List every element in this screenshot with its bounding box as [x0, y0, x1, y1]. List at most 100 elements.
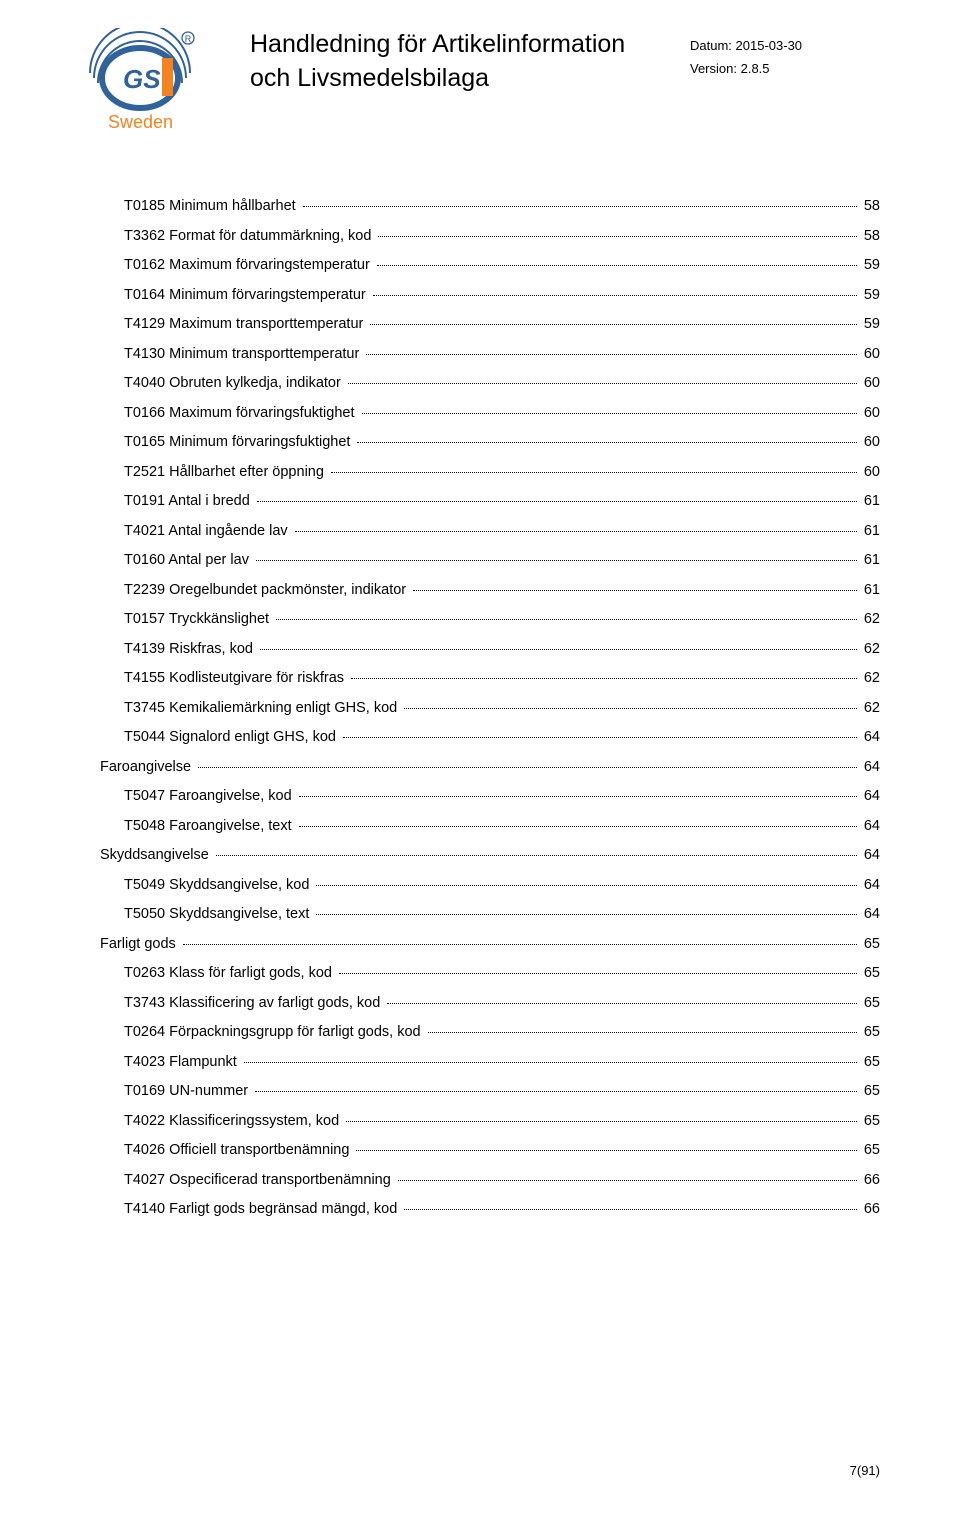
toc-page: 65: [860, 1054, 880, 1070]
toc-page: 59: [860, 316, 880, 332]
toc-page: 65: [860, 1083, 880, 1099]
toc-label: T0164 Minimum förvaringstemperatur: [124, 287, 370, 303]
toc-leader: [183, 944, 857, 945]
toc-section-row: Farligt gods 65: [100, 936, 880, 952]
toc-entry-row: T0157 Tryckkänslighet62: [124, 611, 880, 627]
toc-page: 65: [860, 995, 880, 1011]
toc-entry-row: T0166 Maximum förvaringsfuktighet60: [124, 405, 880, 421]
toc-entry-row: T4021 Antal ingående lav61: [124, 523, 880, 539]
toc-entry-row: T4155 Kodlisteutgivare för riskfras62: [124, 670, 880, 686]
toc-label: T0160 Antal per lav: [124, 552, 253, 568]
svg-text:GS: GS: [123, 64, 161, 94]
toc-leader: [316, 914, 856, 915]
toc-leader: [357, 442, 856, 443]
toc-label: T2521 Hållbarhet efter öppning: [124, 464, 328, 480]
meta-date: Datum: 2015-03-30: [690, 34, 880, 57]
toc-entry-row: T3743 Klassificering av farligt gods, ko…: [124, 995, 880, 1011]
toc-label: Faroangivelse: [100, 759, 195, 775]
toc-label: T4129 Maximum transporttemperatur: [124, 316, 367, 332]
toc-entry-row: T2239 Oregelbundet packmönster, indikato…: [124, 582, 880, 598]
toc-page: 61: [860, 493, 880, 509]
toc-entry-row: T5044 Signalord enligt GHS, kod64: [124, 729, 880, 745]
toc-leader: [316, 885, 856, 886]
toc-entry-row: T3362 Format för datummärkning, kod58: [124, 228, 880, 244]
toc-entry-row: T4139 Riskfras, kod 62: [124, 641, 880, 657]
toc-entry-row: T2521 Hållbarhet efter öppning 60: [124, 464, 880, 480]
toc-label: T5048 Faroangivelse, text: [124, 818, 296, 834]
toc-leader: [198, 767, 857, 768]
toc-label: T0169 UN-nummer: [124, 1083, 252, 1099]
toc-label: Farligt gods: [100, 936, 180, 952]
toc-leader: [260, 649, 857, 650]
toc-label: T4139 Riskfras, kod: [124, 641, 257, 657]
toc-page: 64: [860, 759, 880, 775]
toc-entry-row: T4129 Maximum transporttemperatur 59: [124, 316, 880, 332]
toc-leader: [299, 796, 857, 797]
toc-label: T4022 Klassificeringssystem, kod: [124, 1113, 343, 1129]
toc-entry-row: T4022 Klassificeringssystem, kod 65: [124, 1113, 880, 1129]
toc-label: T0191 Antal i bredd: [124, 493, 254, 509]
toc-entry-row: T4027 Ospecificerad transportbenämning66: [124, 1172, 880, 1188]
toc-entry-row: T0164 Minimum förvaringstemperatur59: [124, 287, 880, 303]
toc-leader: [378, 236, 856, 237]
toc-leader: [366, 354, 857, 355]
toc-label: T4021 Antal ingående lav: [124, 523, 292, 539]
toc-label: T4140 Farligt gods begränsad mängd, kod: [124, 1201, 401, 1217]
toc-page: 60: [860, 464, 880, 480]
toc-label: T5047 Faroangivelse, kod: [124, 788, 296, 804]
toc-label: T4026 Officiell transportbenämning: [124, 1142, 353, 1158]
toc-entry-row: T4040 Obruten kylkedja, indikator60: [124, 375, 880, 391]
toc-leader: [370, 324, 857, 325]
toc-label: Skyddsangivelse: [100, 847, 213, 863]
toc-page: 62: [860, 641, 880, 657]
toc-page: 59: [860, 257, 880, 273]
logo-sweden-text: Sweden: [108, 112, 173, 132]
toc-leader: [373, 295, 857, 296]
table-of-contents: T0185 Minimum hållbarhet58T3362 Format f…: [80, 198, 880, 1217]
toc-leader: [295, 531, 857, 532]
toc-entry-row: T4130 Minimum transporttemperatur60: [124, 346, 880, 362]
toc-page: 61: [860, 552, 880, 568]
toc-page: 62: [860, 670, 880, 686]
toc-leader: [404, 708, 857, 709]
toc-entry-row: T0169 UN-nummer 65: [124, 1083, 880, 1099]
toc-leader: [276, 619, 857, 620]
toc-entry-row: T5050 Skyddsangivelse, text64: [124, 906, 880, 922]
meta-version: Version: 2.8.5: [690, 57, 880, 80]
toc-label: T5049 Skyddsangivelse, kod: [124, 877, 313, 893]
toc-page: 64: [860, 906, 880, 922]
logo-block: GS R Sweden: [80, 28, 210, 138]
toc-page: 65: [860, 1024, 880, 1040]
toc-leader: [387, 1003, 857, 1004]
toc-page: 64: [860, 788, 880, 804]
toc-page: 65: [860, 936, 880, 952]
toc-page: 60: [860, 405, 880, 421]
page-number: 7: [850, 1463, 857, 1478]
toc-entry-row: T5048 Faroangivelse, text64: [124, 818, 880, 834]
toc-page: 60: [860, 434, 880, 450]
toc-leader: [244, 1062, 857, 1063]
toc-leader: [413, 590, 857, 591]
page-total: 91: [861, 1463, 875, 1478]
toc-entry-row: T3745 Kemikaliemärkning enligt GHS, kod6…: [124, 700, 880, 716]
toc-leader: [299, 826, 857, 827]
toc-leader: [255, 1091, 857, 1092]
toc-leader: [303, 206, 857, 207]
document-title: Handledning för Artikelinformation och L…: [250, 28, 690, 96]
date-value: 2015-03-30: [736, 38, 803, 53]
page-footer: 7(91): [850, 1463, 880, 1478]
toc-leader: [343, 737, 857, 738]
toc-page: 65: [860, 1142, 880, 1158]
toc-label: T0185 Minimum hållbarhet: [124, 198, 300, 214]
toc-label: T5044 Signalord enligt GHS, kod: [124, 729, 340, 745]
toc-section-row: Skyddsangivelse 64: [100, 847, 880, 863]
toc-leader: [346, 1121, 857, 1122]
toc-leader: [428, 1032, 857, 1033]
toc-label: T0157 Tryckkänslighet: [124, 611, 273, 627]
toc-page: 64: [860, 877, 880, 893]
toc-page: 64: [860, 847, 880, 863]
toc-leader: [404, 1209, 857, 1210]
toc-label: T3362 Format för datummärkning, kod: [124, 228, 375, 244]
version-label: Version:: [690, 61, 737, 76]
toc-page: 65: [860, 1113, 880, 1129]
